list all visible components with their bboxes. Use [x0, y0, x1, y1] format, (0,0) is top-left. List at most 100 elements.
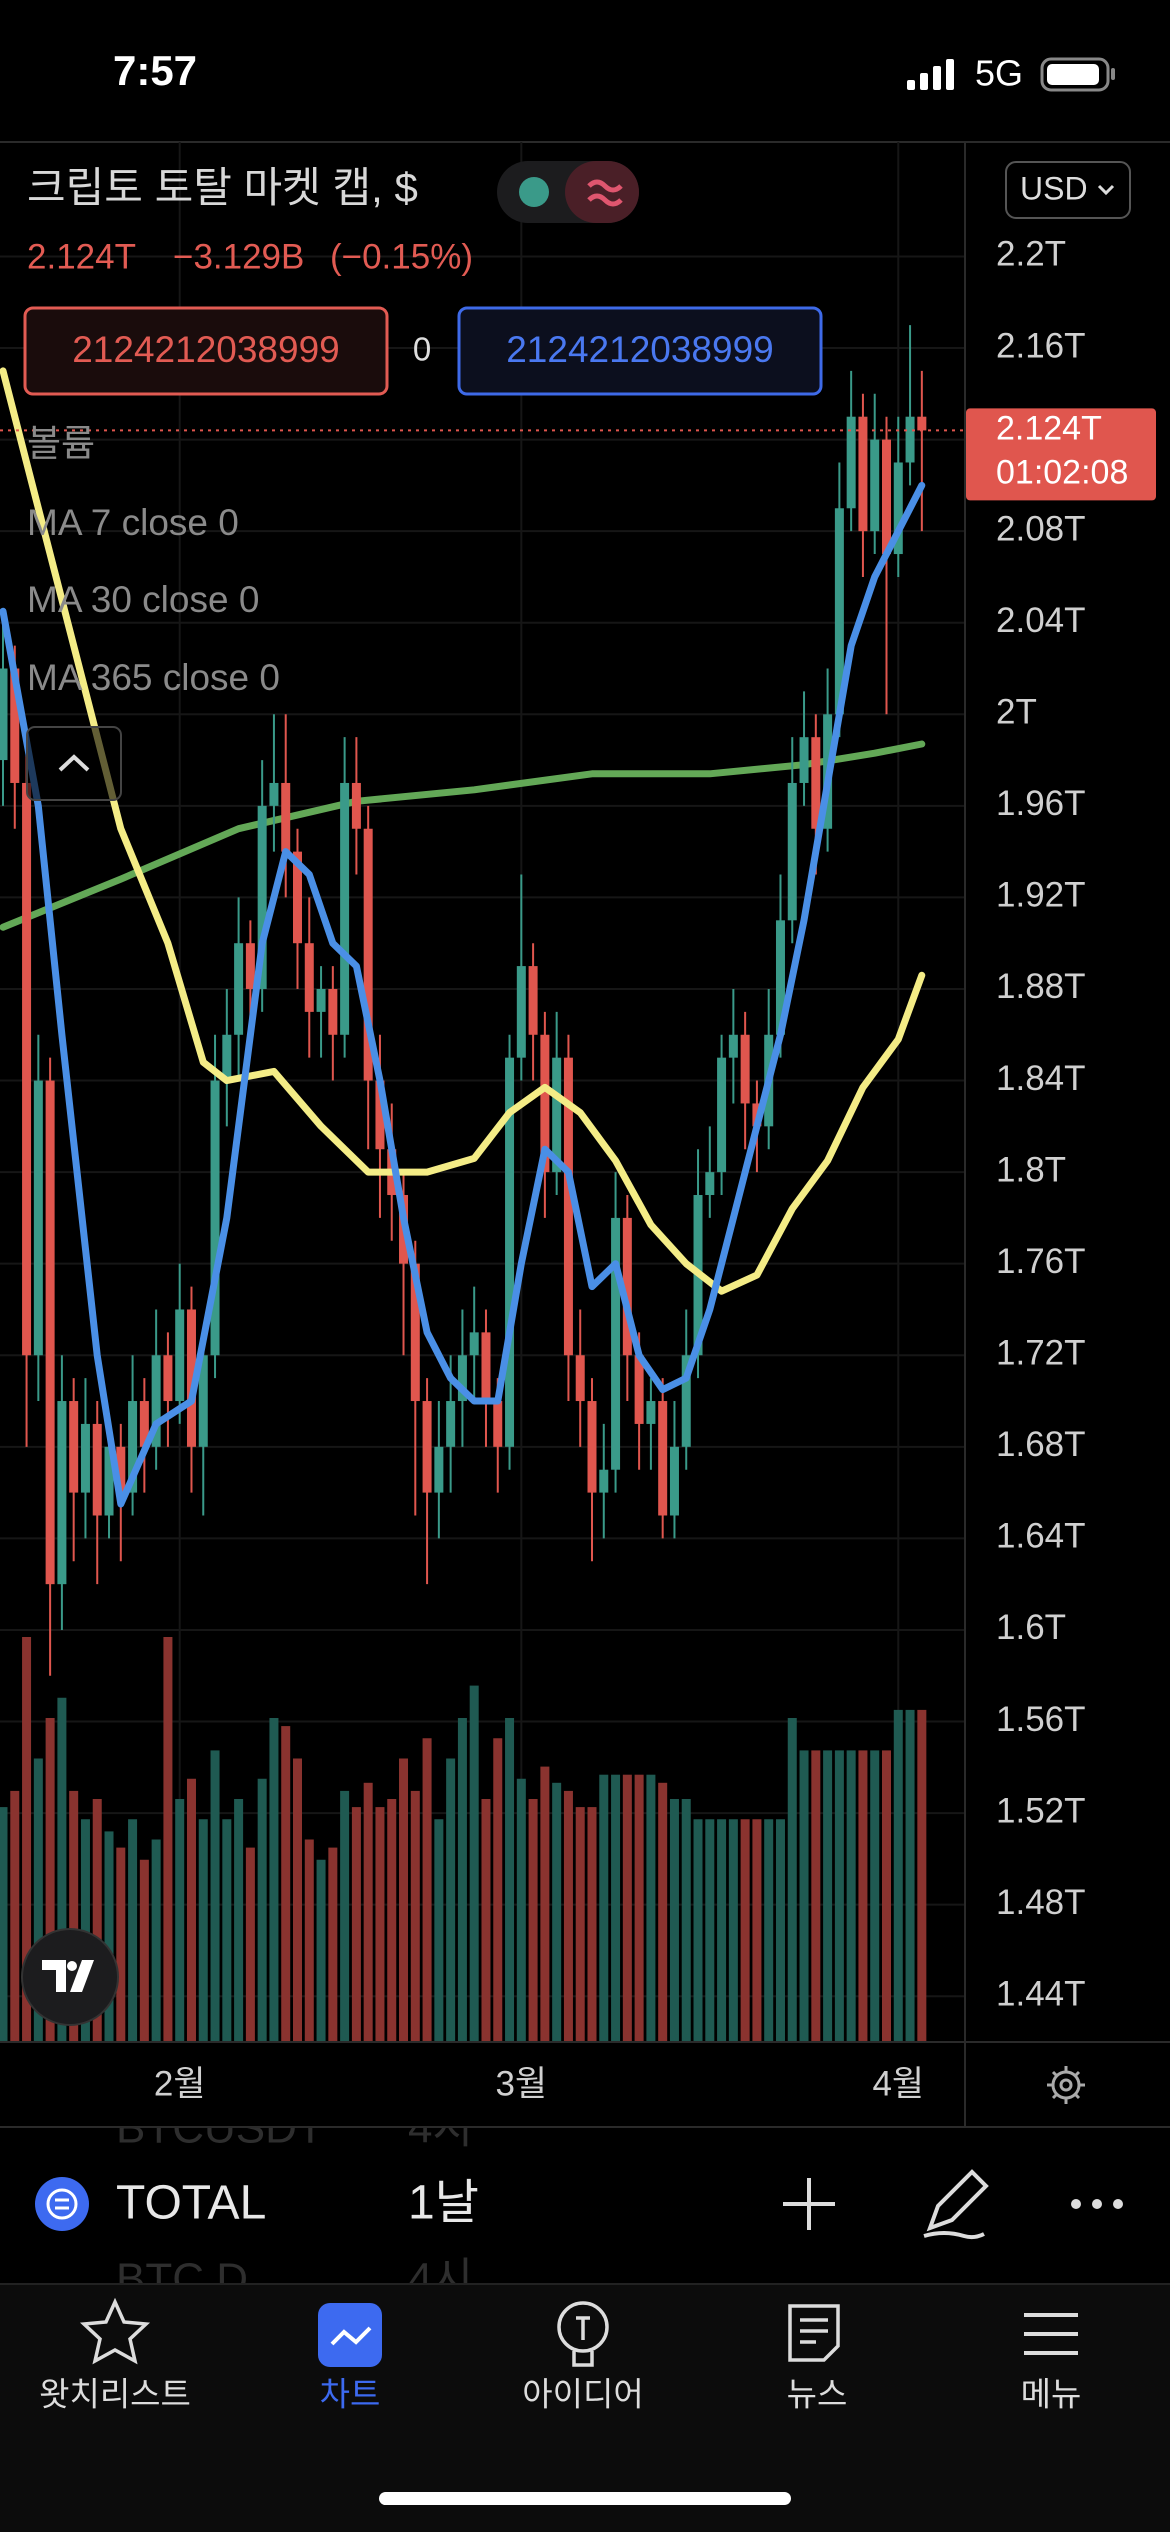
interval[interactable]: 1날: [408, 2177, 479, 2230]
price-tag: 2.124T 01:02:08: [966, 408, 1156, 501]
candle-body: [57, 1401, 67, 1585]
candle-body: [587, 1401, 597, 1493]
candle-body: [787, 782, 797, 921]
price-change-percent: (−0.15%): [330, 237, 473, 276]
candle-body: [681, 1355, 691, 1447]
price-tag-countdown: 01:02:08: [996, 453, 1128, 491]
ghost-interval: 4시: [408, 2255, 473, 2304]
volume-bar: [399, 1758, 409, 2042]
volume-bar: [528, 1799, 538, 2042]
tab-label: 메뉴: [1021, 2376, 1082, 2413]
volume-bar: [787, 1718, 797, 2042]
volume-bar: [811, 1750, 821, 2042]
tab-chart[interactable]: 차트: [318, 2303, 382, 2413]
candle-body: [799, 737, 809, 783]
y-tick-label: 1.84T: [996, 1059, 1086, 1098]
ghost-symbol: BTCUSDT: [116, 2104, 324, 2153]
volume-bar: [457, 1718, 467, 2042]
candle-body: [410, 1263, 420, 1402]
volume-bar: [175, 1799, 185, 2042]
volume-bar: [681, 1799, 691, 2042]
tab-ideas[interactable]: 아이디어: [522, 2301, 644, 2413]
indicator-label[interactable]: 볼륨: [27, 423, 95, 464]
y-tick-label: 1.96T: [996, 784, 1086, 823]
candle-body: [422, 1401, 432, 1493]
volume-bar: [375, 1807, 385, 2042]
volume-bar: [210, 1750, 220, 2042]
candle-body: [198, 1355, 208, 1447]
buy-button[interactable]: 2124212038999: [457, 306, 823, 396]
symbol-icon[interactable]: [35, 2177, 89, 2231]
candle-body: [834, 508, 844, 715]
volume-bar: [870, 1750, 880, 2042]
candle-body: [634, 1355, 644, 1424]
settings-icon[interactable]: [1047, 2066, 1085, 2104]
volume-bar: [611, 1774, 621, 2042]
tab-watchlist[interactable]: 왓치리스트: [39, 2297, 191, 2413]
indicator-label[interactable]: MA 7 close 0: [27, 502, 239, 543]
candle-body: [740, 1034, 750, 1104]
ghost-interval: 4시: [408, 2104, 473, 2153]
add-button[interactable]: [783, 2178, 835, 2230]
symbol-list-ghost: BTCUSDT 4시 BTC.D 4시: [116, 2104, 473, 2304]
volume-bar: [351, 1807, 361, 2042]
currency-button[interactable]: USD: [1005, 161, 1131, 219]
y-tick-label: 1.6T: [996, 1608, 1066, 1647]
candle-body: [917, 416, 927, 431]
candle-body: [516, 966, 526, 1058]
visibility-toggle[interactable]: [497, 161, 639, 223]
signal-icon: [907, 59, 954, 90]
volume-bar: [92, 1799, 102, 2042]
candle-body: [528, 966, 538, 1035]
symbol-name[interactable]: TOTAL: [116, 2177, 266, 2230]
candle-body: [328, 988, 338, 1035]
currency-label: USD: [1020, 170, 1088, 206]
indicator-label[interactable]: MA 30 close 0: [27, 579, 259, 620]
collapse-button[interactable]: [26, 726, 122, 801]
volume-bar: [128, 1819, 138, 2042]
volume-bar: [799, 1750, 809, 2042]
indicator-label[interactable]: MA 365 close 0: [27, 657, 280, 698]
volume-bar: [622, 1774, 632, 2042]
candle-body: [92, 1423, 102, 1516]
candle-body: [611, 1217, 621, 1470]
volume-bar: [0, 1807, 8, 2042]
volume-bar: [328, 1847, 338, 2042]
candle-body: [505, 1057, 515, 1447]
volume-bar: [33, 1758, 43, 2042]
y-tick-label: 1.48T: [996, 1883, 1086, 1922]
candle-body: [234, 943, 244, 1035]
candle-body: [163, 1355, 173, 1402]
volume-bar: [728, 1819, 738, 2042]
volume-bar: [363, 1782, 373, 2042]
y-tick-label: 2.16T: [996, 326, 1086, 365]
volume-bar: [905, 1709, 915, 2042]
volume-bar: [198, 1819, 208, 2042]
candle-body: [10, 668, 20, 783]
tab-bar: [0, 2284, 1170, 2532]
draw-button[interactable]: [923, 2169, 989, 2240]
more-button[interactable]: [1071, 2199, 1123, 2209]
volume-bar: [139, 1859, 149, 2042]
volume-bar: [552, 1782, 562, 2042]
candle-body: [646, 1401, 656, 1424]
volume-bar: [646, 1774, 656, 2042]
home-indicator: [379, 2492, 791, 2505]
sell-price: 2124212038999: [72, 329, 340, 370]
plot-area: [0, 142, 965, 2042]
volume-bar: [257, 1778, 267, 2042]
tab-news[interactable]: 뉴스: [787, 2304, 848, 2413]
candle-body: [363, 828, 373, 1081]
y-tick-label: 2.04T: [996, 601, 1086, 640]
y-tick-label: 2T: [996, 693, 1037, 732]
volume-bar: [563, 1790, 573, 2042]
candle-body: [340, 782, 350, 1035]
candle-body: [257, 805, 267, 989]
tradingview-logo[interactable]: [21, 1928, 119, 2026]
sell-button[interactable]: 2124212038999: [23, 306, 389, 396]
y-tick-label: 1.76T: [996, 1242, 1086, 1281]
volume-bar: [281, 1726, 291, 2042]
volume-bar: [669, 1799, 679, 2042]
tab-menu[interactable]: 메뉴: [1021, 2313, 1082, 2413]
